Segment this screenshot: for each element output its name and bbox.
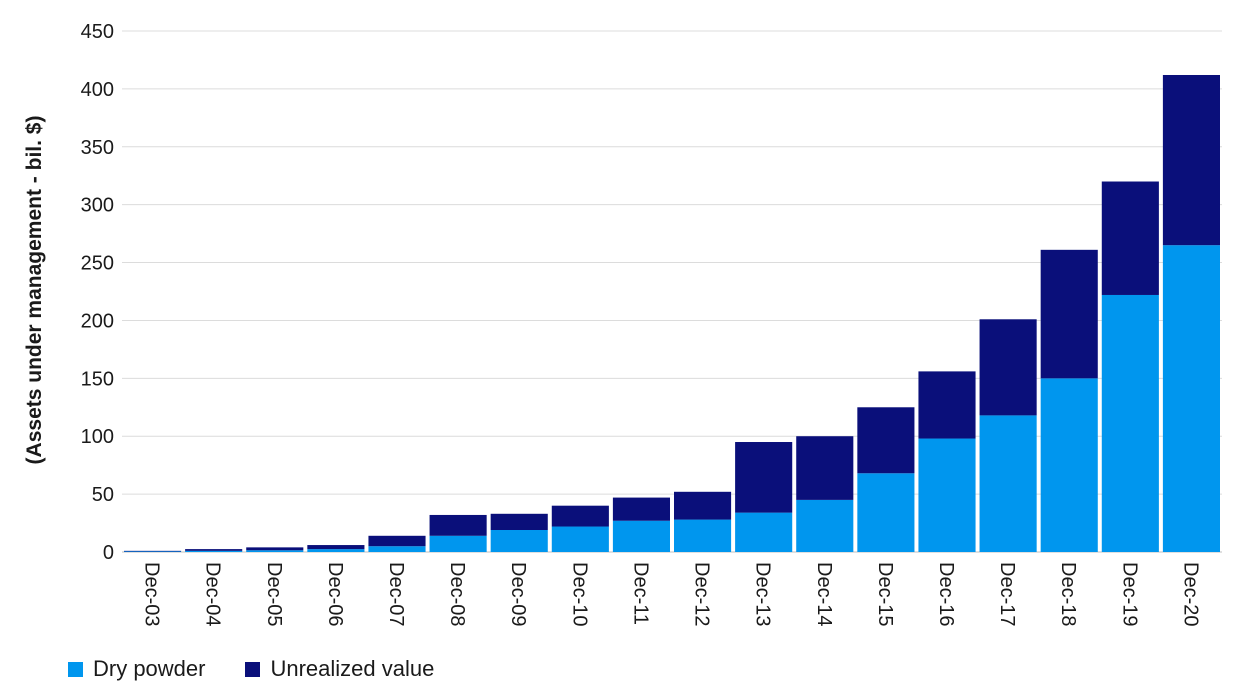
x-tick-label-dec-08: Dec-08 [446,562,468,626]
bar-unrealized-value-dec-11 [612,497,670,521]
bar-dry-powder-dec-04 [185,550,243,552]
y-tick-label-100: 100 [81,426,114,448]
bar-unrealized-value-dec-16 [918,371,976,439]
bar-dry-powder-dec-10 [551,526,609,552]
bar-unrealized-value-dec-13 [735,442,793,513]
bar-unrealized-value-dec-05 [246,547,304,551]
bar-unrealized-value-dec-17 [979,319,1037,416]
bar-unrealized-value-dec-07 [368,535,426,547]
bar-unrealized-value-dec-04 [185,549,243,551]
legend-item-unrealized-value: Unrealized value [245,656,434,682]
bar-unrealized-value-dec-12 [674,491,732,520]
bar-dry-powder-dec-19 [1101,294,1159,552]
bar-dry-powder-dec-07 [368,546,426,552]
bar-dry-powder-dec-12 [674,519,732,552]
y-tick-label-150: 150 [81,368,114,390]
bar-dry-powder-dec-13 [735,512,793,552]
bar-dry-powder-dec-17 [979,415,1037,552]
y-tick-label-200: 200 [81,310,114,332]
x-tick-label-dec-10: Dec-10 [568,562,590,626]
bars [124,74,1220,552]
legend: Dry powder Unrealized value [68,656,434,682]
legend-swatch-unrealized-value [245,661,261,677]
x-tick-label-dec-14: Dec-14 [813,562,835,626]
bar-unrealized-value-dec-10 [551,505,609,527]
x-tick-label-dec-05: Dec-05 [263,562,285,626]
x-tick-label-dec-16: Dec-16 [935,562,957,626]
bar-unrealized-value-dec-09 [490,513,548,531]
bar-dry-powder-dec-05 [246,550,304,552]
y-axis: 0 50 100 150 200 250 300 350 400 450 [81,21,114,564]
bar-dry-powder-dec-18 [1040,378,1098,552]
legend-item-dry-powder: Dry powder [68,656,205,682]
x-tick-label-dec-06: Dec-06 [324,562,346,626]
x-tick-label-dec-11: Dec-11 [629,562,651,625]
x-axis: Dec-03 Dec-04 Dec-05 Dec-06 Dec-07 Dec-08 Dec-… [141,562,1202,626]
y-tick-label-0: 0 [103,542,114,564]
bar-unrealized-value-dec-20 [1162,74,1220,246]
bar-unrealized-value-dec-18 [1040,249,1098,379]
bar-unrealized-value-dec-15 [857,407,915,474]
bar-dry-powder-dec-14 [796,499,854,552]
bar-unrealized-value-dec-14 [796,436,854,500]
bar-dry-powder-dec-03 [124,551,182,552]
y-tick-label-400: 400 [81,79,114,101]
x-tick-label-dec-13: Dec-13 [752,562,774,626]
bar-dry-powder-dec-06 [307,549,365,552]
x-tick-label-dec-12: Dec-12 [691,562,713,626]
bar-unrealized-value-dec-08 [429,514,487,536]
x-tick-label-dec-17: Dec-17 [996,562,1018,626]
bar-unrealized-value-dec-06 [307,545,365,550]
x-tick-label-dec-03: Dec-03 [141,562,163,626]
x-tick-label-dec-19: Dec-19 [1118,562,1140,626]
gridlines [122,30,1222,553]
y-tick-label-50: 50 [92,484,114,506]
bar-dry-powder-dec-08 [429,535,487,552]
bar-dry-powder-dec-15 [857,473,915,552]
y-tick-label-450: 450 [81,21,114,43]
y-tick-label-350: 350 [81,137,114,159]
bar-dry-powder-dec-20 [1162,245,1220,552]
x-tick-label-dec-07: Dec-07 [385,562,407,626]
legend-label-unrealized-value: Unrealized value [270,656,435,681]
x-tick-label-dec-15: Dec-15 [874,562,896,626]
y-tick-label-250: 250 [81,253,114,275]
legend-swatch-dry-powder [68,661,83,677]
bar-dry-powder-dec-16 [918,438,976,552]
x-tick-label-dec-09: Dec-09 [507,562,529,626]
bar-unrealized-value-dec-03 [124,550,182,552]
x-tick-label-dec-18: Dec-18 [1057,562,1079,626]
bar-dry-powder-dec-11 [612,520,670,552]
y-axis-title: (Assets under management - bil. $) [23,116,46,465]
x-tick-label-dec-04: Dec-04 [202,562,224,626]
bar-unrealized-value-dec-19 [1101,181,1159,295]
legend-label-dry-powder: Dry powder [93,656,206,681]
x-tick-label-dec-20: Dec-20 [1179,562,1201,626]
y-tick-label-300: 300 [81,195,114,217]
bar-dry-powder-dec-09 [490,530,548,552]
